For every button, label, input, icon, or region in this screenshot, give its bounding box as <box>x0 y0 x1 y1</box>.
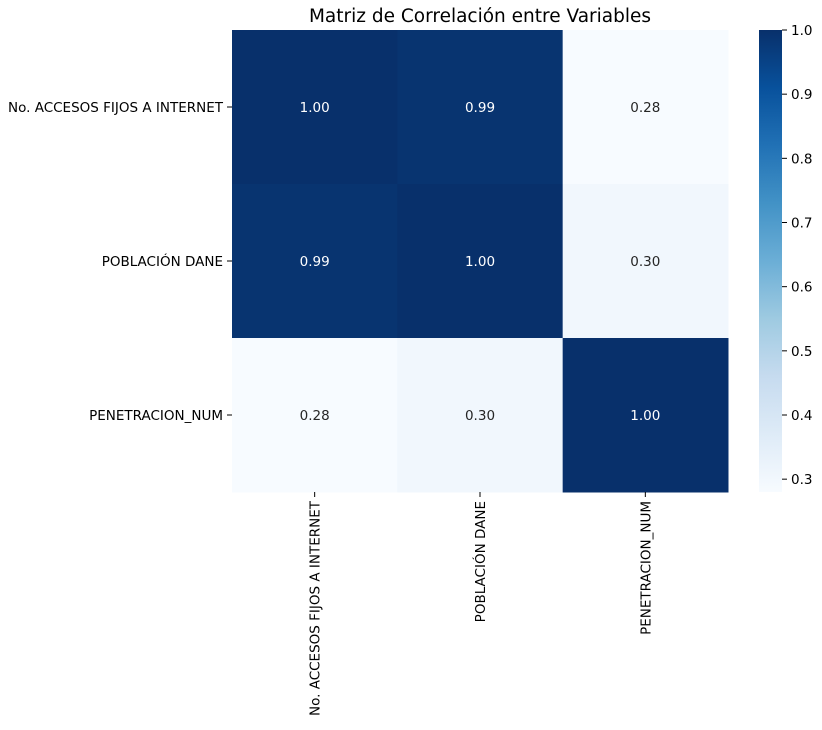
cell-annotation: 0.30 <box>630 254 660 270</box>
y-tick-label: PENETRACION_NUM <box>89 408 223 424</box>
cell-annotation: 0.99 <box>465 100 495 116</box>
colorbar-tick-label: 0.8 <box>791 151 812 167</box>
colorbar-gradient <box>759 30 782 492</box>
chart-title: Matriz de Correlación entre Variables <box>309 6 651 27</box>
heatmap-cell <box>562 184 729 339</box>
x-tick-label: POBLACIÓN DANE <box>471 501 489 622</box>
colorbar-tick-label: 0.4 <box>791 408 812 424</box>
heatmap-cell <box>232 338 398 493</box>
y-tick-label: No. ACCESOS FIJOS A INTERNET <box>8 100 224 116</box>
colorbar: 1.0 0.9 0.8 0.7 0.6 0.5 0.4 0.3 <box>759 23 812 492</box>
heatmap-cell <box>397 184 564 339</box>
x-tick-label: PENETRACION_NUM <box>638 501 654 635</box>
cell-annotation: 1.00 <box>630 408 660 424</box>
cell-annotation: 1.00 <box>465 254 495 270</box>
heatmap-cell <box>562 30 729 185</box>
heatmap-cell <box>397 30 564 185</box>
colorbar-tick-label: 0.3 <box>791 472 812 488</box>
cell-annotation: 0.30 <box>465 408 495 424</box>
cell-annotation: 0.99 <box>300 254 330 270</box>
x-tick-label: No. ACCESOS FIJOS A INTERNET <box>308 500 324 716</box>
colorbar-tick-label: 1.0 <box>791 23 812 39</box>
cell-annotation: 0.28 <box>300 408 330 424</box>
colorbar-tick-label: 0.5 <box>791 344 812 360</box>
heatmap-cell <box>562 338 729 493</box>
heatmap-cell <box>232 30 398 185</box>
heatmap-cell <box>232 184 398 339</box>
colorbar-tick-label: 0.7 <box>791 216 812 232</box>
y-tick-label: POBLACIÓN DANE <box>102 252 223 270</box>
heatmap-cells: 1.00 0.99 0.28 0.99 1.00 0.30 0.28 0.30 1.00 <box>232 30 729 493</box>
colorbar-tick-label: 0.6 <box>791 280 812 296</box>
x-axis-labels: No. ACCESOS FIJOS A INTERNET POBLACIÓN DA… <box>308 492 654 716</box>
y-axis-labels: No. ACCESOS FIJOS A INTERNET POBLACIÓN DA… <box>8 100 232 424</box>
cell-annotation: 0.28 <box>630 100 660 116</box>
cell-annotation: 1.00 <box>300 100 330 116</box>
heatmap-cell <box>397 338 564 493</box>
colorbar-tick-label: 0.9 <box>791 87 812 103</box>
